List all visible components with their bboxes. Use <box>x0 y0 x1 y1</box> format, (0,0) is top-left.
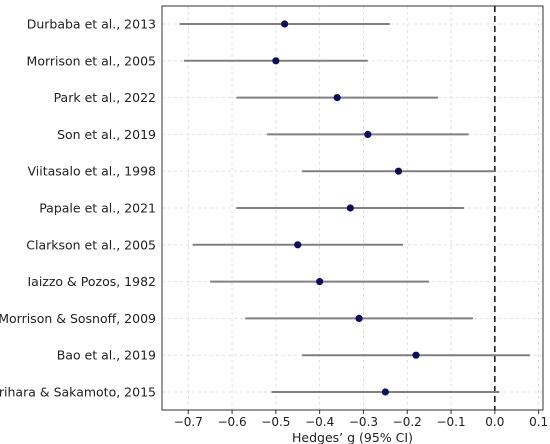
x-axis-title: Hedges’ g (95% CI) <box>292 430 413 444</box>
study-label: Son et al., 2019 <box>57 127 156 142</box>
study-label: Papale et al., 2021 <box>39 201 156 216</box>
study-label: Bao et al., 2019 <box>57 348 156 363</box>
study-label: Morrison & Sosnoff, 2009 <box>0 311 156 326</box>
effect-point <box>333 94 341 102</box>
effect-point <box>412 351 420 359</box>
study-label: Morrison et al., 2005 <box>27 53 156 68</box>
x-tick-label: −0.1 <box>436 415 465 429</box>
x-tick-label: −0.2 <box>393 415 422 429</box>
effect-point <box>364 130 372 138</box>
study-label: Clarkson et al., 2005 <box>26 237 156 252</box>
study-label: Iaizzo & Pozos, 1982 <box>27 274 156 289</box>
effect-point <box>355 314 363 322</box>
study-label: Durbaba et al., 2013 <box>27 17 156 32</box>
x-tick-label: 0.0 <box>485 415 504 429</box>
effect-point <box>346 204 354 212</box>
study-labels: Durbaba et al., 2013 Morrison et al., 200… <box>0 17 156 400</box>
effect-point <box>281 20 289 28</box>
plot-frame <box>161 5 544 411</box>
x-tick-label: −0.7 <box>174 415 203 429</box>
effect-point <box>272 57 280 65</box>
study-label: Park et al., 2022 <box>54 90 156 105</box>
x-axis-ticks: −0.7 −0.6 −0.5 −0.4 −0.3 −0.2 −0.1 0.0 0.1 <box>174 410 548 429</box>
study-label: Arihara & Sakamoto, 2015 <box>0 385 156 400</box>
grid <box>162 6 543 410</box>
x-tick-label: −0.6 <box>217 415 246 429</box>
effect-point <box>316 278 324 286</box>
study-label: Viitasalo et al., 1998 <box>28 164 157 179</box>
effect-point <box>381 388 389 396</box>
x-tick-label: −0.4 <box>305 415 334 429</box>
point-estimates <box>272 20 420 396</box>
x-tick-label: −0.5 <box>261 415 290 429</box>
effect-point <box>294 241 302 249</box>
x-tick-label: 0.1 <box>529 415 548 429</box>
effect-point <box>394 167 403 175</box>
x-tick-label: −0.3 <box>349 415 378 429</box>
